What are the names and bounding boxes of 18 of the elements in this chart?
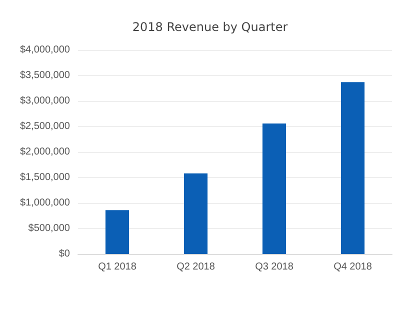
y-tick-label: $0 (58, 248, 70, 260)
y-tick-label: $1,000,000 (20, 198, 70, 208)
y-tick-label: $2,500,000 (20, 121, 70, 132)
x-tick-label: Q1 2018 (98, 262, 137, 272)
y-tick-label: $3,500,000 (20, 70, 70, 81)
x-tick-label: Q2 2018 (176, 262, 216, 272)
bar (262, 123, 286, 254)
bar (105, 210, 130, 254)
x-tick-label: Q4 2018 (334, 262, 372, 272)
y-tick-label: $3,000,000 (20, 96, 70, 106)
bar (340, 82, 365, 254)
x-tick-label: Q3 2018 (255, 262, 294, 272)
y-tick-label: $500,000 (28, 223, 70, 234)
y-tick-label: $2,000,000 (20, 146, 70, 158)
chart-title: 2018 Revenue by Quarter (132, 20, 288, 34)
y-tick-label: $1,500,000 (20, 172, 70, 183)
y-tick-label: $4,000,000 (20, 44, 70, 56)
bar (184, 173, 208, 254)
